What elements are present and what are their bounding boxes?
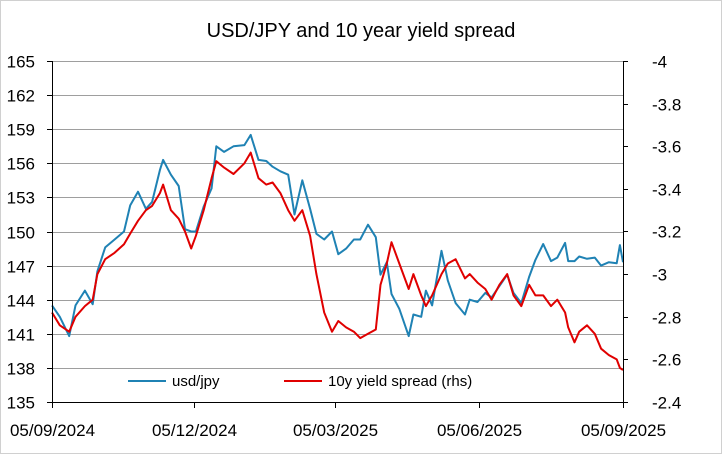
y-right-tick-label: -2.8 [652,309,681,328]
y-left-tick-label: 138 [7,360,35,379]
axes [47,61,628,408]
y-right-tick-label: -3.6 [652,138,681,157]
series-line-usdjpy [51,133,624,338]
legend-label-usdjpy: usd/jpy [172,373,220,390]
tick-labels: 165 162 159 156 153 150 147 144 141 138 135 -4 -3.8 -… [7,53,682,441]
y-right-tick-label: -2.6 [652,351,681,370]
legend-label-yield-spread: 10y yield spread (rhs) [328,373,472,390]
x-tick-label: 05/12/2024 [152,421,237,440]
y-left-tick-label: 135 [7,394,35,413]
x-tick-label: 05/09/2025 [581,421,666,440]
gridlines [52,61,623,403]
legend: usd/jpy 10y yield spread (rhs) [128,373,472,390]
y-right-tick-label: -3 [652,266,667,285]
chart-title: USD/JPY and 10 year yield spread [207,20,516,42]
series-line-yield-spread [51,151,624,371]
series-lines [51,133,624,371]
y-left-tick-label: 159 [7,121,35,140]
y-right-tick-label: -2.4 [652,394,681,413]
y-left-tick-label: 144 [7,292,35,311]
x-tick-label: 05/03/2025 [293,421,378,440]
y-right-tick-label: -3.8 [652,96,681,115]
y-left-tick-label: 165 [7,53,35,72]
y-left-tick-label: 147 [7,258,35,277]
y-right-tick-label: -4 [652,53,667,72]
y-left-tick-label: 162 [7,87,35,106]
x-tick-label: 05/09/2024 [10,421,95,440]
y-left-tick-label: 150 [7,224,35,243]
x-tick-label: 05/06/2025 [437,421,522,440]
y-left-tick-label: 156 [7,155,35,174]
y-right-tick-label: -3.2 [652,223,681,242]
y-left-tick-label: 153 [7,189,35,208]
y-right-tick-label: -3.4 [652,181,681,200]
y-left-tick-label: 141 [7,326,35,345]
